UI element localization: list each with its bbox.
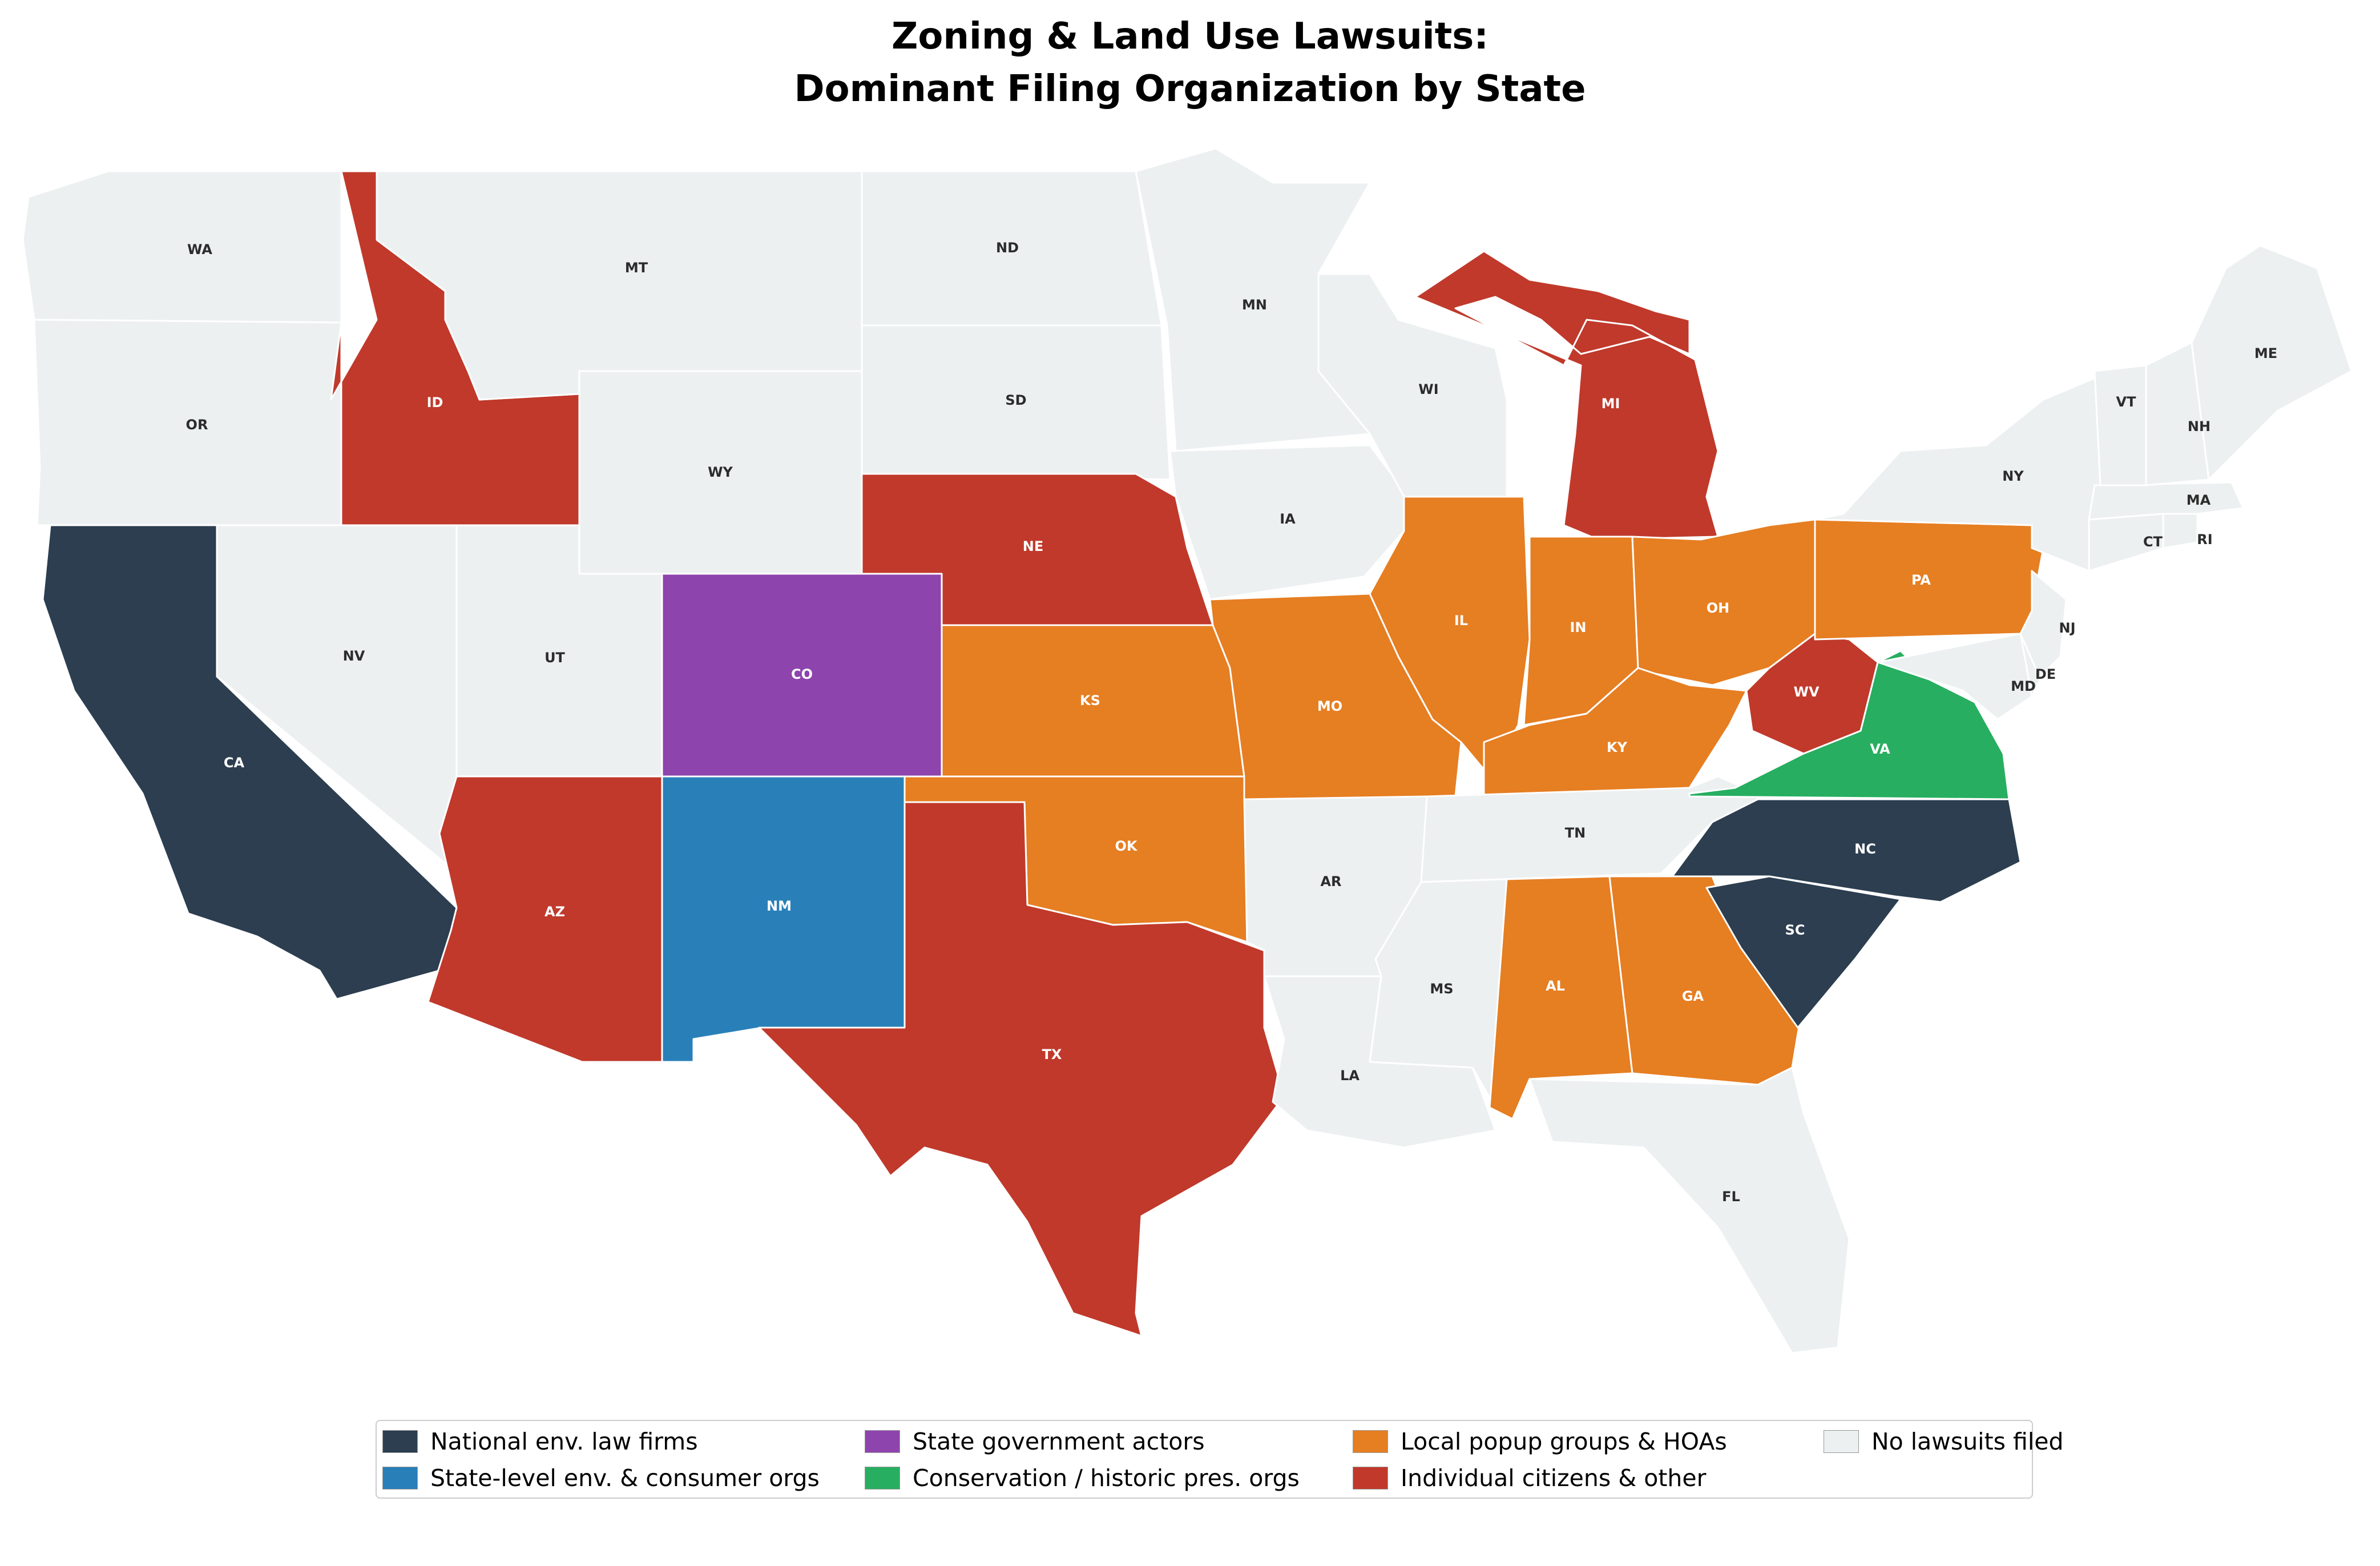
state-label-wv: WV [1793, 684, 1819, 700]
state-label-nm: NM [767, 898, 792, 914]
state-label-wy: WY [708, 464, 733, 480]
state-label-ut: UT [544, 650, 565, 666]
state-label-nc: NC [1854, 841, 1876, 857]
state-label-ma: MA [2187, 492, 2211, 508]
states-layer [22, 147, 2353, 1354]
state-label-nv: NV [343, 648, 365, 664]
state-sd [861, 324, 1171, 481]
legend-label: State-level env. & consumer orgs [430, 1464, 820, 1492]
state-label-wi: WI [1418, 381, 1438, 397]
legend-item-state-env: State-level env. & consumer orgs [382, 1461, 820, 1495]
state-label-ks: KS [1080, 693, 1100, 708]
state-label-me: ME [2254, 345, 2277, 361]
state-label-la: LA [1340, 1068, 1360, 1084]
state-il [1369, 496, 1531, 778]
state-ia [1169, 444, 1405, 601]
state-ri [2162, 513, 2199, 549]
state-label-de: DE [2035, 666, 2056, 682]
state-label-ct: CT [2143, 534, 2163, 550]
state-label-sd: SD [1005, 392, 1026, 408]
state-label-ms: MS [1430, 981, 1453, 997]
state-label-ne: NE [1023, 538, 1043, 554]
state-vt [2093, 364, 2147, 486]
state-label-co: CO [791, 666, 813, 682]
state-label-va: VA [1870, 741, 1890, 757]
legend: National env. law firms State-level env. … [376, 1420, 2064, 1499]
state-ca [42, 524, 458, 1000]
legend-label: Individual citizens & other [1401, 1464, 1707, 1492]
legend-swatch [1353, 1467, 1388, 1489]
state-label-mo: MO [1317, 698, 1342, 714]
state-label-mi: MI [1602, 396, 1620, 412]
state-nm [661, 775, 906, 1063]
legend-item-national: National env. law firms [382, 1424, 698, 1459]
map-title-line-2: Dominant Filing Organization by State [794, 68, 1586, 110]
state-label-ny: NY [2002, 468, 2024, 484]
state-label-mn: MN [1242, 297, 1267, 313]
legend-swatch [382, 1430, 418, 1453]
legend-item-conservation: Conservation / historic pres. orgs [865, 1461, 1300, 1495]
state-label-ky: KY [1607, 739, 1628, 755]
state-fl [1528, 1066, 1850, 1354]
state-ma [2088, 481, 2244, 521]
state-label-vt: VT [2116, 394, 2137, 410]
state-label-az: AZ [544, 904, 565, 920]
legend-swatch [1353, 1430, 1388, 1453]
state-label-ca: CA [224, 755, 245, 771]
legend-item-state-gov: State government actors [865, 1424, 1205, 1459]
legend-swatch [865, 1430, 900, 1453]
legend-label: No lawsuits filed [1871, 1428, 2064, 1455]
state-label-ia: IA [1280, 511, 1296, 527]
state-label-nh: NH [2188, 418, 2210, 434]
state-label-pa: PA [1911, 572, 1931, 588]
state-label-ok: OK [1115, 838, 1138, 854]
map-title: Zoning & Land Use Lawsuits: Dominant Fil… [0, 10, 2380, 115]
state-label-or: OR [186, 417, 208, 433]
state-nc [1671, 798, 2022, 903]
legend-label: National env. law firms [430, 1428, 698, 1455]
state-label-sc: SC [1785, 922, 1805, 938]
state-label-oh: OH [1707, 600, 1730, 616]
state-label-nj: NJ [2059, 620, 2075, 636]
legend-item-local: Local popup groups & HOAs [1353, 1424, 1727, 1459]
state-label-ri: RI [2197, 532, 2212, 548]
state-label-ga: GA [1682, 988, 1704, 1004]
state-tx [758, 801, 1285, 1337]
legend-item-individual: Individual citizens & other [1353, 1461, 1706, 1495]
state-label-id: ID [427, 394, 443, 410]
state-label-nd: ND [996, 240, 1019, 256]
state-label-wa: WA [187, 241, 212, 257]
state-md [1877, 633, 2033, 720]
legend-label: Local popup groups & HOAs [1401, 1428, 1727, 1455]
state-label-tx: TX [1042, 1046, 1062, 1062]
state-label-fl: FL [1722, 1189, 1740, 1205]
map-title-line-1: Zoning & Land Use Lawsuits: [892, 15, 1488, 58]
legend-label: State government actors [913, 1428, 1205, 1455]
state-label-in: IN [1570, 619, 1586, 635]
legend-item-none: No lawsuits filed [1824, 1424, 2064, 1459]
legend-swatch [382, 1467, 418, 1489]
state-label-mt: MT [625, 260, 648, 276]
legend-swatch [1824, 1430, 1859, 1453]
state-label-tn: TN [1565, 825, 1586, 841]
state-me [2191, 244, 2353, 481]
state-label-md: MD [2011, 678, 2036, 694]
state-wa [22, 170, 342, 324]
state-label-ar: AR [1320, 873, 1341, 889]
state-label-il: IL [1454, 613, 1468, 629]
state-label-al: AL [1546, 978, 1565, 994]
legend-label: Conservation / historic pres. orgs [913, 1464, 1300, 1492]
state-wi [1317, 273, 1508, 498]
legend-swatch [865, 1467, 900, 1489]
labels-layer: WA OR CA NV ID MT WY UT AZ CO NM ND SD NE KS OK TX MN IA MO… [186, 240, 2278, 1205]
